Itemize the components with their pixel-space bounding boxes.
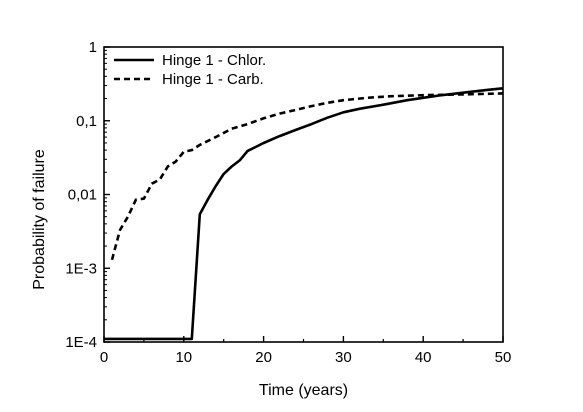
x-tick-label: 10 <box>175 349 192 366</box>
y-tick-label: 1E-4 <box>65 334 97 351</box>
x-tick-label: 50 <box>495 349 512 366</box>
x-tick-label: 40 <box>415 349 432 366</box>
legend-label-1: Hinge 1 - Chlor. <box>162 52 266 69</box>
y-axis-title: Probability of failure <box>31 149 48 290</box>
series-line-2 <box>110 92 504 261</box>
x-tick-label: 20 <box>255 349 272 366</box>
y-tick-label: 0,01 <box>68 187 97 204</box>
x-tick-label: 0 <box>100 349 108 366</box>
legend: Hinge 1 - Chlor. Hinge 1 - Carb. <box>114 52 266 88</box>
x-tick-label: 30 <box>335 349 352 366</box>
plot-area <box>103 46 504 343</box>
series-layer <box>104 87 504 341</box>
y-tick-label: 1E-3 <box>65 260 97 277</box>
series-line-1 <box>104 87 504 341</box>
y-tick-label: 1 <box>89 39 97 56</box>
x-axis-title: Time (years) <box>259 382 348 399</box>
y-tick-label: 0,1 <box>76 113 97 130</box>
x-axis: 0 10 20 30 40 50 <box>100 336 512 366</box>
plot-border <box>103 46 504 343</box>
y-axis: 1E-4 1E-3 0,01 0,1 1 <box>65 39 110 351</box>
legend-label-2: Hinge 1 - Carb. <box>162 71 264 88</box>
